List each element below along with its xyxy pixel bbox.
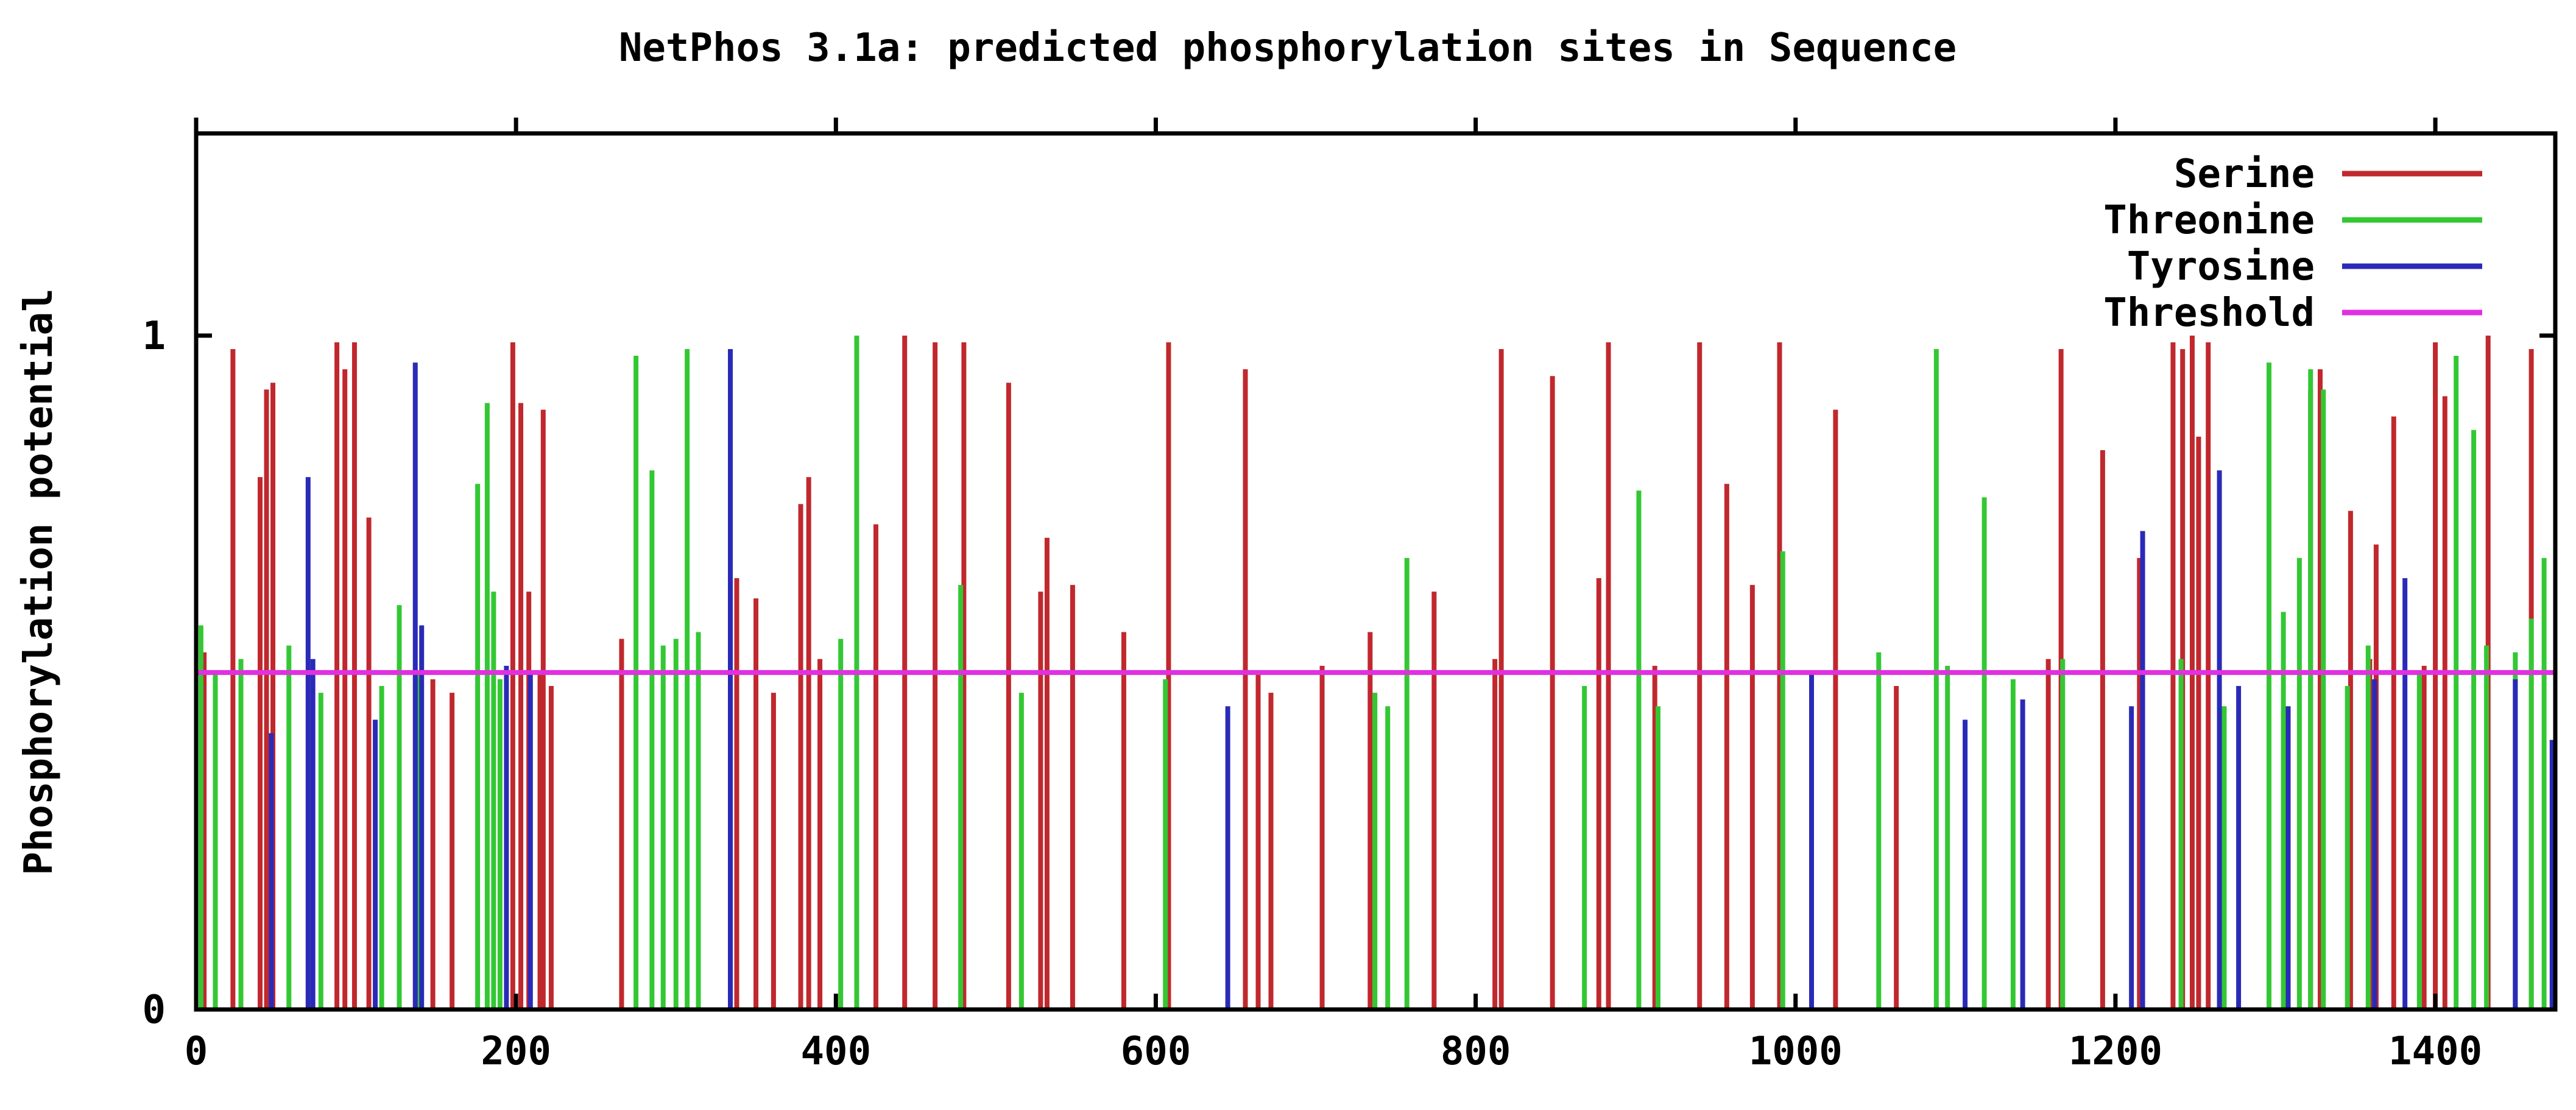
chart-title: NetPhos 3.1a: predicted phosphorylation … (619, 26, 1957, 71)
y-tick-label-1: 1 (142, 314, 166, 359)
legend-label-threshold: Threshold (2103, 291, 2315, 336)
bars-layer (198, 335, 2555, 1009)
x-tick-label-1: 200 (481, 1029, 551, 1074)
x-tick-label-3: 600 (1121, 1029, 1191, 1074)
y-tick-label-0: 0 (142, 988, 166, 1033)
legend-label-tyrosine: Tyrosine (2127, 244, 2315, 289)
legend-label-serine: Serine (2174, 152, 2315, 197)
x-tick-label-4: 800 (1441, 1029, 1511, 1074)
x-tick-label-6: 1200 (2069, 1029, 2162, 1074)
legend-label-threonine: Threonine (2103, 198, 2315, 243)
x-tick-label-5: 1000 (1749, 1029, 1843, 1074)
x-tick-label-7: 1400 (2388, 1029, 2482, 1074)
ticks-layer: 0 200 400 600 800 1000 1200 1400 0 1 (142, 118, 2555, 1074)
x-tick-label-2: 400 (801, 1029, 872, 1074)
y-axis-label: Phosphorylation potential (16, 288, 62, 875)
plot-frame (194, 131, 2558, 1012)
x-tick-label-0: 0 (185, 1029, 208, 1074)
